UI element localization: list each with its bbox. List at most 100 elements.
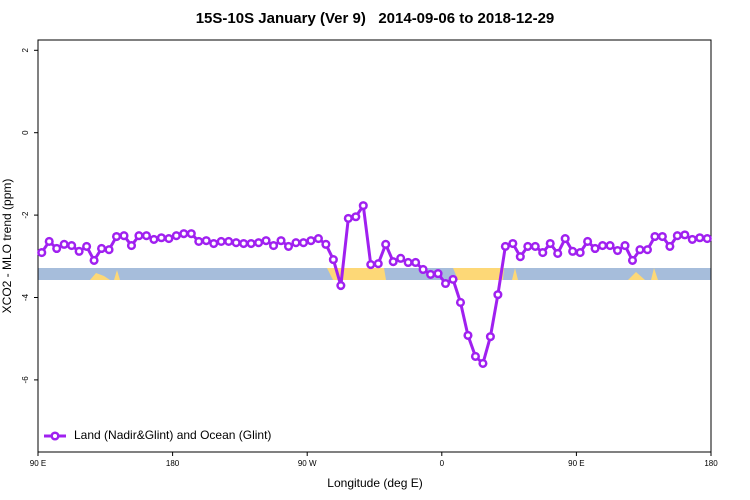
data-point: [111, 231, 122, 242]
data-point: [493, 290, 503, 300]
x-tick-label: 180: [166, 459, 180, 468]
legend-marker: [50, 431, 60, 441]
data-point: [448, 274, 458, 284]
data-point: [141, 231, 151, 241]
data-point: [396, 253, 406, 263]
data-point: [530, 241, 540, 251]
data-point: [37, 248, 47, 258]
data-point: [433, 269, 443, 279]
data-point: [216, 236, 226, 247]
data-point: [538, 248, 548, 258]
data-point: [411, 257, 421, 268]
data-point: [343, 213, 353, 223]
data-point: [239, 238, 249, 249]
data-point: [440, 278, 451, 289]
data-point: [665, 241, 675, 251]
data-point: [59, 239, 69, 249]
x-tick-label: 90 E: [30, 459, 46, 468]
chart-title: 15S-10S January (Ver 9) 2014-09-06 to 20…: [196, 10, 555, 27]
data-point: [455, 297, 466, 307]
x-tick-label: 0: [440, 459, 445, 468]
data-point: [463, 330, 473, 340]
data-point: [126, 241, 137, 251]
data-point: [336, 281, 346, 291]
data-point: [366, 259, 376, 270]
data-point: [508, 238, 518, 249]
data-point: [186, 229, 196, 239]
data-point: [231, 238, 241, 248]
data-point: [261, 236, 271, 246]
y-tick-label: 0: [21, 130, 30, 135]
y-axis-label: XCO2 - MLO trend (ppm): [0, 179, 14, 314]
data-point: [283, 241, 294, 251]
data-point: [568, 246, 578, 256]
land-band: [453, 268, 504, 280]
data-point: [67, 241, 77, 251]
data-point: [328, 255, 338, 265]
data-point: [156, 233, 166, 243]
data-point: [598, 241, 608, 251]
data-point: [657, 231, 667, 242]
data-point: [373, 259, 383, 269]
data-point: [44, 236, 54, 247]
data-point: [403, 257, 413, 268]
data-point: [254, 238, 264, 248]
data-point: [545, 238, 555, 249]
y-tick-label: -6: [21, 376, 30, 384]
data-point: [470, 351, 481, 361]
data-point: [97, 243, 107, 254]
data-point: [313, 234, 323, 244]
data-point: [605, 241, 615, 251]
data-point: [149, 234, 159, 244]
data-point: [418, 264, 428, 275]
data-point: [89, 255, 99, 265]
land-band: [90, 270, 120, 280]
plot-frame: [37, 39, 712, 453]
x-tick-label: 90 E: [568, 459, 584, 468]
data-point: [702, 234, 712, 244]
data-point: [500, 241, 510, 251]
data-point: [269, 241, 279, 251]
data-point: [179, 229, 189, 239]
land-ocean-band: [38, 268, 711, 280]
data-point: [321, 239, 331, 249]
y-tick-label: -2: [21, 211, 30, 219]
data-point: [680, 230, 690, 240]
data-point: [635, 245, 645, 255]
data-point: [276, 236, 286, 246]
data-point: [171, 231, 181, 241]
data-point: [583, 236, 593, 247]
x-tick-label: 90 W: [298, 459, 317, 468]
legend-label: Land (Nadir&Glint) and Ocean (Glint): [74, 428, 271, 442]
data-point: [194, 236, 204, 247]
data-point: [478, 358, 488, 368]
data-point: [388, 257, 398, 267]
data-point: [650, 231, 660, 242]
data-point: [298, 238, 309, 248]
y-tick-label: -4: [21, 293, 30, 301]
data-point: [291, 238, 301, 248]
data-point: [119, 231, 129, 241]
data-point: [687, 234, 697, 244]
data-point: [515, 252, 525, 262]
data-point: [164, 234, 174, 244]
x-axis-label: Longitude (deg E): [327, 476, 422, 490]
data-point: [246, 238, 256, 249]
data-point: [575, 248, 585, 258]
data-point: [642, 245, 652, 255]
data-point: [560, 234, 570, 244]
x-tick-label: 180: [704, 459, 718, 468]
data-point: [306, 236, 316, 246]
land-band: [512, 268, 658, 280]
data-point: [612, 245, 623, 256]
data-point: [553, 248, 563, 258]
data-point: [485, 332, 495, 342]
series-line: [40, 201, 708, 367]
data-point: [209, 238, 219, 249]
data-point: [358, 201, 368, 211]
data-point: [201, 236, 211, 246]
data-point: [82, 241, 92, 251]
data-point: [134, 231, 144, 241]
data-point: [695, 233, 705, 243]
data-point: [104, 245, 114, 255]
